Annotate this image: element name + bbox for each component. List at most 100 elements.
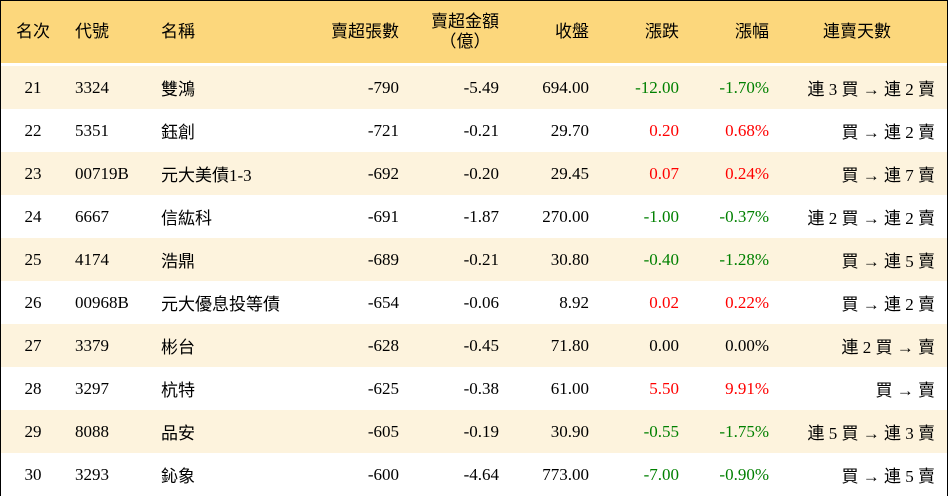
cell-sell-excess-lots: -691 xyxy=(367,206,399,226)
cell-sell-excess-lots: -605 xyxy=(367,421,399,441)
cell-rank: 23 xyxy=(24,163,42,183)
cell-close: 30.90 xyxy=(550,421,589,441)
cell-sell-excess-lots: -600 xyxy=(367,464,399,484)
cell-code: 5351 xyxy=(75,120,109,140)
cell-change: 0.00 xyxy=(649,335,679,355)
cell-close: 61.00 xyxy=(550,378,589,398)
cell-change: -1.00 xyxy=(643,206,679,226)
table-row[interactable]: 29 8088 品安 -605 -0.19 30.90 -0.55 -1.75% 連 5 買 →… xyxy=(1,410,947,453)
cell-code: 00719B xyxy=(75,163,129,183)
cell-consecutive-days: 買 → 賣 xyxy=(875,381,936,400)
cell-change-pct: 0.00% xyxy=(725,335,769,355)
cell-consecutive-days: 連 3 買 → 連 2 賣 xyxy=(807,80,936,99)
cell-code: 3324 xyxy=(75,77,109,97)
cell-name: 鈺創 xyxy=(161,123,195,142)
table-row[interactable]: 21 3324 雙鴻 -790 -5.49 694.00 -12.00 -1.70% 連 3 買… xyxy=(1,66,947,109)
cell-close: 71.80 xyxy=(550,335,589,355)
cell-name: 信紘科 xyxy=(161,209,212,228)
cell-change-pct: -0.90% xyxy=(719,464,769,484)
cell-sell-excess-amount: -0.21 xyxy=(463,249,499,269)
cell-sell-excess-lots: -654 xyxy=(367,292,399,312)
cell-consecutive-days: 買 → 連 5 賣 xyxy=(841,467,936,486)
cell-change-pct: 0.22% xyxy=(725,292,769,312)
cell-close: 29.45 xyxy=(550,163,589,183)
cell-code: 4174 xyxy=(75,249,109,269)
table-row[interactable]: 22 5351 鈺創 -721 -0.21 29.70 0.20 0.68% 買 → 連 2 賣 xyxy=(1,109,947,152)
cell-change: -7.00 xyxy=(643,464,679,484)
cell-rank: 29 xyxy=(24,421,42,441)
cell-change-pct: -0.37% xyxy=(719,206,769,226)
header-code[interactable]: 代號 xyxy=(75,22,109,41)
cell-sell-excess-lots: -628 xyxy=(367,335,399,355)
cell-name: 元大優息投等債 xyxy=(161,295,280,314)
header-sell-excess-amount-line1: 賣超金額 xyxy=(431,12,499,31)
cell-code: 8088 xyxy=(75,421,109,441)
table-row[interactable]: 26 00968B 元大優息投等債 -654 -0.06 8.92 0.02 0.22% 買 →… xyxy=(1,281,947,324)
header-sell-excess-amount-line2: （億） xyxy=(439,32,491,51)
header-rank[interactable]: 名次 xyxy=(16,22,50,41)
header-sell-excess-amount[interactable]: 賣超金額 （億） xyxy=(409,1,509,63)
cell-sell-excess-lots: -625 xyxy=(367,378,399,398)
cell-sell-excess-lots: -790 xyxy=(367,77,399,97)
table-row[interactable]: 25 4174 浩鼎 -689 -0.21 30.80 -0.40 -1.28% 買 → 連 5… xyxy=(1,238,947,281)
cell-rank: 21 xyxy=(24,77,42,97)
cell-change-pct: 9.91% xyxy=(725,378,769,398)
cell-sell-excess-amount: -0.20 xyxy=(463,163,499,183)
cell-sell-excess-amount: -4.64 xyxy=(463,464,499,484)
cell-name: 鈊象 xyxy=(161,467,195,486)
table-row[interactable]: 27 3379 彬台 -628 -0.45 71.80 0.00 0.00% 連 2 買 → 賣 xyxy=(1,324,947,367)
cell-sell-excess-lots: -721 xyxy=(367,120,399,140)
cell-sell-excess-amount: -0.06 xyxy=(463,292,499,312)
cell-change-pct: -1.70% xyxy=(719,77,769,97)
cell-sell-excess-amount: -1.87 xyxy=(463,206,499,226)
cell-rank: 27 xyxy=(24,335,42,355)
cell-close: 8.92 xyxy=(559,292,589,312)
cell-consecutive-days: 連 2 買 → 連 2 賣 xyxy=(807,209,936,228)
cell-consecutive-days: 買 → 連 2 賣 xyxy=(841,123,936,142)
cell-code: 6667 xyxy=(75,206,109,226)
cell-change: 0.20 xyxy=(649,120,679,140)
header-close[interactable]: 收盤 xyxy=(555,22,589,41)
cell-consecutive-days: 買 → 連 5 賣 xyxy=(841,252,936,271)
cell-code: 3379 xyxy=(75,335,109,355)
cell-consecutive-days: 連 5 買 → 連 3 賣 xyxy=(807,424,936,443)
cell-change-pct: 0.68% xyxy=(725,120,769,140)
cell-sell-excess-lots: -692 xyxy=(367,163,399,183)
cell-rank: 30 xyxy=(24,464,42,484)
cell-name: 元大美債1-3 xyxy=(161,166,252,185)
cell-name: 浩鼎 xyxy=(161,252,195,271)
table-row[interactable]: 30 3293 鈊象 -600 -4.64 773.00 -7.00 -0.90% 買 → 連 … xyxy=(1,453,947,496)
cell-close: 270.00 xyxy=(542,206,589,226)
cell-change: 5.50 xyxy=(649,378,679,398)
cell-change-pct: 0.24% xyxy=(725,163,769,183)
cell-name: 品安 xyxy=(161,424,195,443)
cell-change: 0.02 xyxy=(649,292,679,312)
header-change[interactable]: 漲跌 xyxy=(645,22,679,41)
cell-name: 雙鴻 xyxy=(161,80,195,99)
header-consecutive-days[interactable]: 連賣天數 xyxy=(823,22,891,41)
table-row[interactable]: 23 00719B 元大美債1-3 -692 -0.20 29.45 0.07 0.24% 買 … xyxy=(1,152,947,195)
cell-rank: 22 xyxy=(24,120,42,140)
cell-change-pct: -1.28% xyxy=(719,249,769,269)
cell-consecutive-days: 連 2 買 → 賣 xyxy=(841,338,936,357)
cell-close: 29.70 xyxy=(550,120,589,140)
cell-sell-excess-amount: -0.45 xyxy=(463,335,499,355)
table-header: 名次 代號 名稱 賣超張數 賣超金額 （億） 收盤 漲跌 漲幅 連賣天數 xyxy=(1,1,947,66)
cell-change: -12.00 xyxy=(635,77,679,97)
cell-sell-excess-lots: -689 xyxy=(367,249,399,269)
table-row[interactable]: 24 6667 信紘科 -691 -1.87 270.00 -1.00 -0.37% 連 2 買… xyxy=(1,195,947,238)
cell-sell-excess-amount: -5.49 xyxy=(463,77,499,97)
header-name[interactable]: 名稱 xyxy=(161,22,195,41)
cell-sell-excess-amount: -0.38 xyxy=(463,378,499,398)
cell-rank: 26 xyxy=(24,292,42,312)
header-change-pct[interactable]: 漲幅 xyxy=(735,22,769,41)
cell-code: 3297 xyxy=(75,378,109,398)
cell-close: 694.00 xyxy=(542,77,589,97)
cell-close: 773.00 xyxy=(542,464,589,484)
cell-change: 0.07 xyxy=(649,163,679,183)
header-sell-excess-lots[interactable]: 賣超張數 xyxy=(331,22,399,41)
cell-rank: 25 xyxy=(24,249,42,269)
table-row[interactable]: 28 3297 杭特 -625 -0.38 61.00 5.50 9.91% 買 → 賣 xyxy=(1,367,947,410)
